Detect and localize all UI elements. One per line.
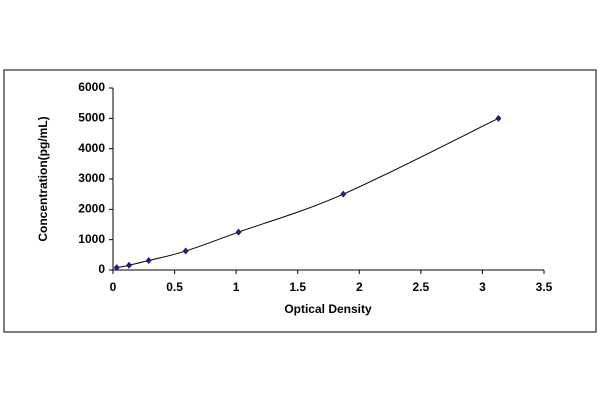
y-tick-label: 2000 bbox=[78, 202, 105, 216]
y-tick-label: 1000 bbox=[78, 232, 105, 246]
x-tick-label: 0.5 bbox=[166, 280, 183, 294]
y-tick-label: 6000 bbox=[78, 80, 105, 94]
data-point bbox=[235, 228, 242, 236]
data-point bbox=[113, 264, 120, 272]
x-tick-label: 2.5 bbox=[413, 280, 430, 294]
x-tick-label: 3 bbox=[479, 280, 486, 294]
x-tick-label: 0 bbox=[110, 280, 117, 294]
y-tick-label: 0 bbox=[98, 262, 105, 276]
chart-border bbox=[3, 69, 597, 333]
data-point bbox=[145, 257, 152, 265]
x-tick-label: 1 bbox=[233, 280, 240, 294]
x-axis-label: Optical Density bbox=[284, 302, 372, 316]
y-tick-label: 5000 bbox=[78, 111, 105, 125]
fit-curve bbox=[116, 117, 499, 269]
x-tick-label: 2 bbox=[356, 280, 363, 294]
data-point bbox=[182, 247, 189, 255]
data-point bbox=[126, 261, 133, 269]
x-tick-label: 3.5 bbox=[536, 280, 553, 294]
y-tick-label: 4000 bbox=[78, 141, 105, 155]
x-tick-label: 1.5 bbox=[289, 280, 306, 294]
data-point bbox=[340, 190, 347, 198]
y-tick-label: 3000 bbox=[78, 171, 105, 185]
data-point bbox=[495, 114, 502, 122]
y-axis-label: Concentration(pg/mL) bbox=[36, 116, 50, 241]
